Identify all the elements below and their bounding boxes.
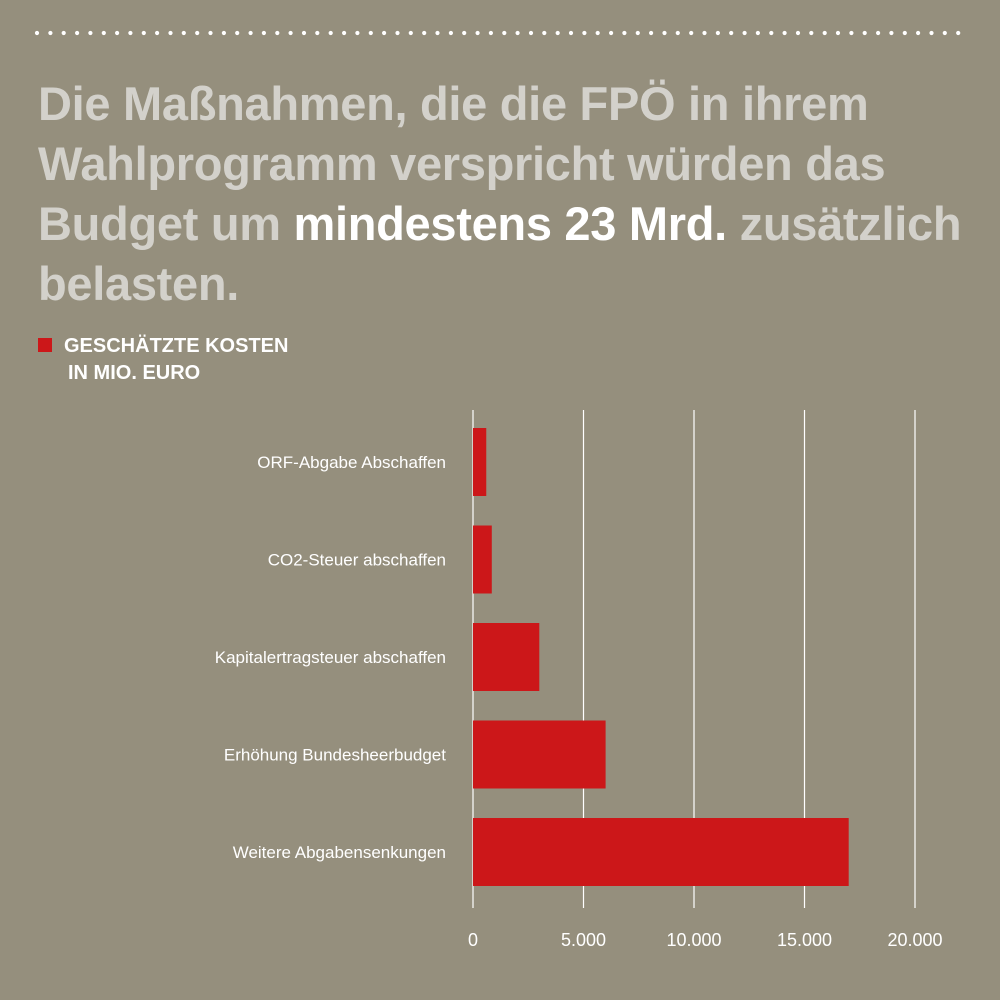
- divider-dot: [155, 30, 160, 36]
- headline-highlight: mindestens 23 Mrd.: [293, 197, 727, 250]
- divider-dot: [301, 30, 307, 36]
- divider-dot: [609, 30, 614, 36]
- divider-dot: [488, 30, 493, 36]
- divider-dot: [168, 30, 173, 36]
- category-label: Erhöhung Bundesheerbudget: [224, 746, 446, 765]
- bar: [473, 818, 849, 886]
- divider-dot: [34, 30, 40, 36]
- divider-dot: [916, 30, 921, 36]
- divider-dot: [408, 30, 413, 36]
- divider-dot: [822, 30, 827, 36]
- bars: [473, 428, 849, 886]
- bar: [473, 525, 492, 594]
- divider-dot: [448, 30, 453, 36]
- divider-dot: [902, 30, 907, 36]
- x-tick-label: 20.000: [887, 930, 942, 950]
- divider-dot: [595, 30, 600, 36]
- divider-dot: [782, 30, 787, 36]
- divider-dot: [115, 30, 120, 36]
- divider-dot: [715, 30, 721, 36]
- x-tick-labels: 0 5.000 10.000 15.000 20.000: [468, 930, 943, 950]
- divider-dot: [582, 30, 587, 36]
- divider-dot: [835, 30, 841, 36]
- divider-dot: [141, 30, 146, 36]
- divider-dot: [368, 30, 373, 36]
- divider-dot: [849, 30, 854, 36]
- divider-dot: [395, 30, 400, 36]
- divider-dot: [528, 30, 534, 36]
- divider-dot: [755, 30, 761, 36]
- divider-dot: [328, 30, 333, 36]
- bar: [473, 720, 606, 789]
- category-labels: ORF-Abgabe Abschaffen CO2-Steuer abschaff…: [215, 453, 446, 862]
- category-label: Weitere Abgabensenkungen: [233, 843, 446, 862]
- divider-dot: [422, 30, 427, 36]
- x-tick-label: 15.000: [777, 930, 832, 950]
- divider-dot: [248, 30, 253, 36]
- divider-dot: [809, 30, 814, 36]
- legend-label: GESCHÄTZTE KOSTEN IN MIO. EURO: [64, 333, 288, 387]
- divider-dot: [435, 30, 440, 36]
- headline-text-start: Die Maßnahmen, die die FPÖ in ihrem Wahl…: [38, 77, 886, 250]
- legend-swatch: [38, 338, 52, 352]
- divider-dot: [662, 30, 667, 36]
- headline: Die Maßnahmen, die die FPÖ in ihrem Wahl…: [38, 74, 968, 314]
- divider-dot: [568, 30, 574, 36]
- divider-dot: [221, 30, 226, 36]
- divider-dot: [702, 30, 707, 36]
- divider-dot: [475, 30, 480, 36]
- x-tick-label: 0: [468, 930, 478, 950]
- divider-dot: [929, 30, 934, 36]
- divider-dot: [462, 30, 467, 36]
- divider-dot: [689, 30, 694, 36]
- divider-dot: [75, 30, 80, 36]
- divider-dot: [128, 30, 133, 36]
- divider-dot: [181, 30, 186, 36]
- divider-dot: [88, 30, 93, 36]
- divider-dot: [195, 30, 200, 36]
- divider-dot: [862, 30, 867, 36]
- divider-dot: [48, 30, 53, 36]
- category-label: ORF-Abgabe Abschaffen: [257, 453, 446, 472]
- divider-dot: [649, 30, 654, 36]
- dotted-divider: [34, 30, 961, 36]
- bar: [473, 428, 487, 496]
- x-tick-label: 10.000: [666, 930, 721, 950]
- divider-dot: [288, 30, 293, 36]
- divider-dot: [942, 30, 947, 36]
- divider-dot: [956, 30, 961, 36]
- x-tick-label: 5.000: [561, 930, 606, 950]
- divider-dot: [235, 30, 240, 36]
- divider-dot: [275, 30, 280, 36]
- divider-dot: [61, 30, 66, 36]
- divider-dot: [315, 30, 320, 36]
- headline-text-end: zusätzlich belasten.: [38, 197, 962, 310]
- divider-dot: [101, 30, 106, 36]
- divider-dot: [769, 30, 774, 36]
- divider-dot: [382, 30, 387, 36]
- divider-dot: [515, 30, 520, 36]
- divider-dot: [355, 30, 360, 36]
- legend-label-line1: GESCHÄTZTE KOSTEN: [64, 335, 289, 357]
- divider-dot: [635, 30, 640, 36]
- category-label: CO2-Steuer abschaffen: [268, 551, 446, 570]
- divider-dot: [542, 30, 547, 36]
- divider-dot: [729, 30, 734, 36]
- category-label: Kapitalertragsteuer abschaffen: [215, 648, 446, 667]
- divider-dot: [502, 30, 507, 36]
- divider-dot: [555, 30, 560, 36]
- bar: [473, 623, 540, 691]
- divider-dot: [742, 30, 747, 36]
- divider-dot: [876, 30, 881, 36]
- divider-dot: [208, 30, 213, 36]
- divider-dot: [342, 30, 347, 36]
- divider-dot: [622, 30, 627, 36]
- divider-dot: [889, 30, 894, 36]
- divider-dot: [795, 30, 801, 36]
- legend-label-line2: IN MIO. EURO: [68, 362, 201, 384]
- divider-dot: [675, 30, 680, 36]
- divider-dot: [261, 30, 266, 36]
